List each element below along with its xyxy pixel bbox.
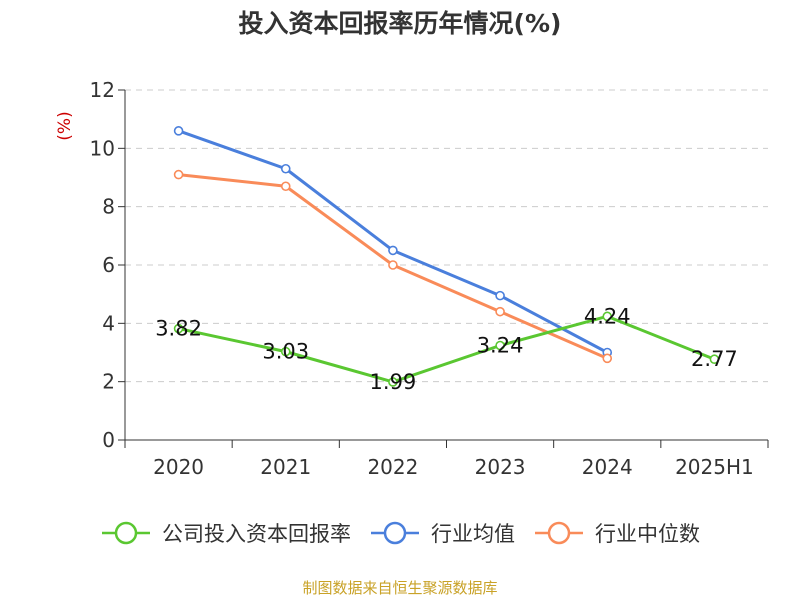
data-label: 4.24: [584, 304, 631, 328]
data-point: [173, 169, 184, 180]
series-line: [178, 314, 715, 384]
data-point: [388, 377, 398, 387]
y-tick-label: 2: [102, 370, 115, 394]
data-point: [280, 346, 291, 357]
grid-lines: [125, 89, 768, 383]
data-point: [173, 126, 184, 136]
y-tick-label: 0: [102, 428, 115, 452]
data-point: [602, 311, 613, 322]
legend-label: 行业均值: [431, 522, 515, 546]
y-tick-label: 10: [90, 136, 115, 160]
x-tick-label: 2021: [260, 455, 311, 479]
legend-item[interactable]: 行业均值: [369, 518, 515, 548]
legend-item[interactable]: 公司投入资本回报率: [100, 518, 351, 548]
series-line: [178, 129, 608, 354]
legend-item[interactable]: 行业中位数: [533, 518, 700, 548]
legend-label: 公司投入资本回报率: [162, 522, 351, 546]
data-point: [602, 353, 613, 364]
legend-label: 行业中位数: [595, 522, 700, 546]
x-tick-label: 2025H1: [675, 455, 754, 479]
line-with-circle-icon: [371, 521, 419, 545]
x-tick-label: 2023: [475, 455, 526, 479]
y-tick-label: 12: [90, 78, 115, 102]
data-point: [495, 290, 505, 301]
data-point: [709, 354, 720, 365]
data-label: 1.99: [370, 370, 417, 394]
data-point: [495, 306, 505, 317]
chart-title: 投入资本回报率历年情况(%): [238, 9, 562, 38]
y-tick-label: 4: [102, 311, 115, 335]
data-point: [388, 245, 398, 256]
data-point: [495, 340, 505, 351]
y-tick-label: 8: [102, 195, 115, 219]
data-point: [388, 260, 398, 270]
series-lines: [173, 126, 720, 387]
line-with-circle-icon: [102, 521, 150, 545]
x-tick-label: 2022: [367, 455, 418, 479]
data-point: [280, 181, 291, 192]
data-label: 3.82: [155, 317, 202, 341]
data-point: [280, 163, 291, 174]
x-tick-label: 2024: [582, 455, 633, 479]
data-label: 3.24: [477, 334, 524, 358]
y-tick-label: 6: [102, 253, 115, 277]
data-point: [173, 323, 184, 334]
data-label: 3.03: [262, 340, 309, 364]
line-with-circle-icon: [535, 521, 583, 545]
x-tick-label: 2020: [153, 455, 204, 479]
data-labels: 3.82 3.03 1.99 3.24 4.24 2.77: [155, 304, 738, 394]
data-label: 2.77: [691, 347, 738, 371]
axes: 0 2 4 6 8 10 12 (%) 2020 2021 2022 2023 2024 2025H1: [55, 78, 769, 479]
legend: 公司投入资本回报率 行业均值 行业中位数: [0, 518, 800, 548]
source-note: 制图数据来自恒生聚源数据库: [302, 579, 498, 597]
y-axis-unit-label: (%): [55, 111, 75, 140]
